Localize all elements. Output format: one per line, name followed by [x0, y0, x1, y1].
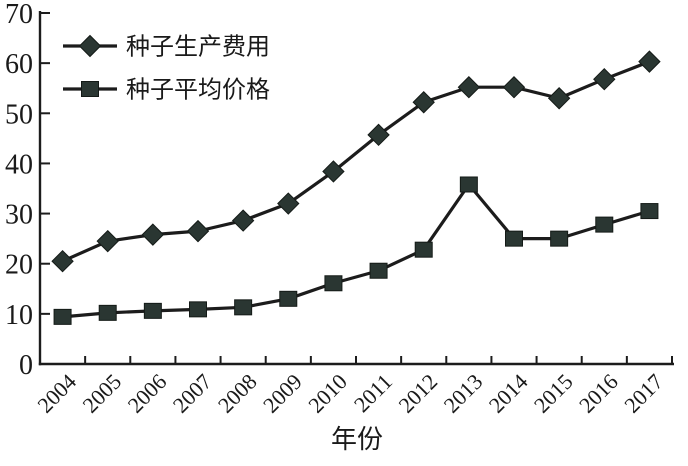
x-tick-label: 2008: [213, 369, 262, 418]
data-point-marker-square: [640, 203, 659, 220]
data-point-marker-square: [550, 230, 569, 247]
data-point-marker-square: [595, 216, 614, 233]
data-point-marker-square: [81, 81, 99, 97]
x-tick-label: 2004: [32, 369, 81, 418]
y-tick-label: 50: [5, 99, 33, 130]
y-tick-label: 70: [5, 0, 33, 30]
data-point-marker-square: [234, 299, 253, 316]
x-tick-label: 2014: [484, 369, 533, 418]
data-point-marker-diamond: [412, 91, 435, 114]
data-point-marker-diamond: [186, 219, 210, 243]
x-axis-title: 年份: [331, 425, 383, 454]
x-tick-label: 2009: [258, 369, 307, 418]
x-tick-label: 2015: [529, 369, 578, 418]
data-point-marker-diamond: [457, 76, 481, 99]
data-point-marker-square: [414, 241, 433, 258]
data-point-marker-diamond: [96, 229, 119, 253]
x-tick-label: 2012: [393, 369, 442, 418]
axes: 0102030405060702004200520062007200820092…: [5, 0, 674, 418]
y-tick-label: 30: [5, 200, 33, 231]
x-tick-label: 2006: [123, 369, 172, 418]
x-tick-label: 2007: [168, 369, 217, 418]
data-point-marker-diamond: [141, 223, 165, 246]
data-point-marker-diamond: [502, 76, 526, 99]
data-point-marker-diamond: [593, 67, 616, 91]
data-point-marker-diamond: [231, 209, 255, 232]
data-point-marker-diamond: [638, 50, 661, 73]
legend-label: 种子生产费用: [126, 34, 270, 61]
y-tick-label: 60: [5, 49, 33, 80]
data-point-marker-square: [459, 176, 478, 193]
data-point-marker-square: [505, 230, 523, 247]
data-point-marker-square: [369, 262, 388, 279]
y-tick-label: 10: [5, 300, 33, 331]
data-point-marker-diamond: [277, 192, 300, 215]
data-point-marker-square: [279, 290, 298, 307]
series-line: [60, 182, 652, 319]
x-tick-label: 2010: [303, 369, 352, 418]
data-point-marker-square: [53, 308, 72, 325]
x-tick-label: 2016: [574, 369, 623, 418]
x-tick-label: 2005: [77, 369, 126, 418]
y-tick-label: 0: [19, 350, 33, 381]
series-diamond: [51, 50, 661, 273]
data-point-marker-diamond: [547, 87, 571, 110]
data-point-marker-diamond: [78, 34, 102, 58]
data-series: [51, 50, 661, 325]
y-tick-label: 20: [5, 250, 33, 281]
x-tick-label: 2011: [349, 369, 397, 417]
x-tick-label: 2013: [439, 369, 488, 418]
data-point-marker-diamond: [367, 123, 390, 147]
x-tick-label: 2017: [619, 369, 668, 418]
data-point-marker-square: [98, 304, 117, 321]
data-point-marker-square: [143, 302, 162, 319]
data-point-marker-diamond: [51, 250, 74, 273]
legend-label: 种子平均价格: [126, 77, 270, 104]
data-point-marker-diamond: [322, 160, 345, 183]
series-square: [53, 176, 659, 325]
y-tick-label: 40: [5, 149, 33, 180]
data-point-marker-square: [324, 275, 343, 292]
data-point-marker-square: [189, 301, 207, 318]
